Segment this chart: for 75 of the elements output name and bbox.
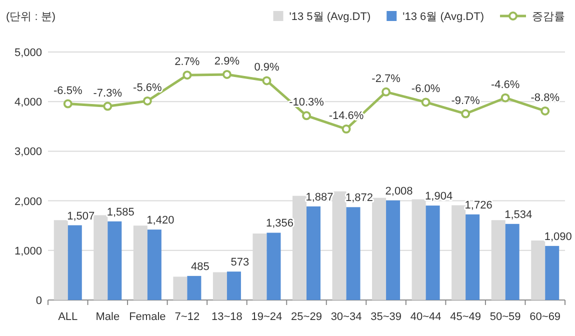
x-tick-label: Female [129, 311, 166, 323]
data-label: -6.0% [411, 83, 440, 96]
x-tick-label: 50~59 [490, 311, 521, 323]
y-axis-title: (단위 : 분) [6, 11, 56, 23]
bar [212, 272, 227, 300]
data-label: 2.7% [174, 56, 200, 68]
bar [426, 206, 440, 300]
bar [147, 230, 162, 300]
data-label: 1,420 [146, 214, 174, 227]
x-tick-label: ALL [58, 311, 78, 323]
point [342, 124, 351, 134]
data-label: 1,872 [346, 192, 374, 204]
bar [173, 276, 188, 300]
y-tick-label: 3,000 [14, 146, 42, 158]
legend-label: 증감률 [532, 11, 565, 23]
x-tick-label: 7~12 [174, 311, 200, 323]
x-tick-label: 60~69 [530, 311, 561, 323]
x-tick-label: 40~44 [410, 311, 442, 323]
data-label: 485 [191, 260, 210, 273]
data-label: 1,090 [544, 230, 572, 243]
data-label: 1,534 [504, 208, 532, 221]
bar [226, 272, 241, 300]
x-tick-label: 25~29 [291, 311, 322, 323]
data-label: 573 [230, 256, 250, 269]
y-tick-label: 1,000 [14, 245, 42, 258]
bar [505, 224, 520, 300]
bar [306, 206, 320, 300]
data-label: 1,356 [266, 218, 294, 230]
point [500, 93, 510, 102]
bar [68, 225, 82, 300]
point [182, 70, 192, 80]
legend-label: '13 6월 (Avg.DT) [402, 11, 484, 23]
point [63, 99, 72, 108]
x-tick-label: 35~39 [370, 311, 402, 323]
point [421, 98, 430, 107]
x-tick-label: 30~34 [330, 311, 362, 323]
point [382, 87, 391, 96]
point [222, 70, 232, 79]
data-label: 2.9% [214, 55, 240, 68]
point [103, 102, 112, 111]
bar [108, 221, 122, 300]
y-tick-label: 5,000 [14, 47, 42, 59]
point [302, 111, 311, 120]
data-label: 2,008 [385, 185, 413, 198]
legend-label: '13 5월 (Avg.DT) [289, 11, 371, 23]
data-label: -4.6% [490, 78, 520, 91]
data-label: 1,585 [106, 206, 134, 218]
x-tick-label: 45~49 [450, 311, 482, 323]
point [461, 109, 470, 118]
y-tick-label: 2,000 [14, 196, 42, 208]
data-label: 1,904 [425, 190, 453, 203]
data-label: -5.6% [133, 82, 162, 94]
bar [545, 246, 560, 300]
data-label: 1,507 [67, 210, 95, 222]
x-tick-label: Male [96, 311, 120, 323]
data-label: -2.7% [372, 72, 401, 85]
data-label: 1,887 [306, 191, 334, 204]
bar [187, 276, 202, 300]
bar [466, 214, 480, 300]
bar [346, 207, 360, 300]
data-label: -8.8% [530, 92, 560, 104]
bar [386, 200, 400, 300]
point [142, 96, 152, 106]
x-tick-label: 19~24 [251, 311, 282, 323]
data-label: -7.3% [93, 87, 122, 100]
data-label: 1,726 [464, 199, 492, 212]
point [540, 106, 550, 116]
point [262, 76, 272, 86]
bar [266, 232, 281, 300]
data-label: -6.5% [54, 84, 82, 97]
y-tick-label: 4,000 [14, 96, 42, 109]
x-tick-label: 13~18 [212, 311, 242, 323]
data-label: 0.9% [254, 62, 280, 74]
y-tick-label: 0 [36, 295, 42, 307]
data-label: -9.7% [451, 94, 480, 107]
